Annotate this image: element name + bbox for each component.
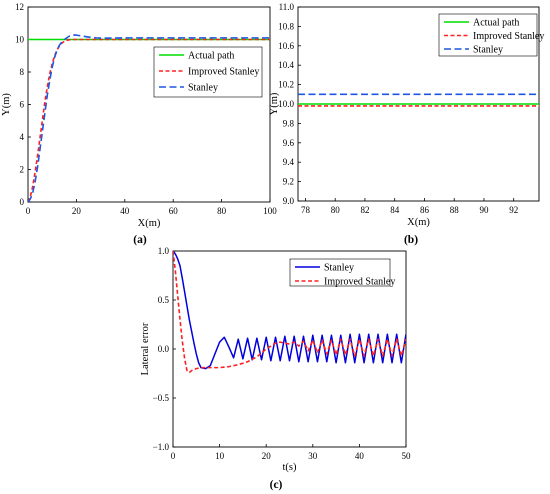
panel-label: (a) — [133, 234, 147, 246]
y-tick-label: 10.6 — [278, 41, 294, 51]
x-tick-label: 90 — [479, 205, 489, 215]
x-tick-label: 40 — [120, 206, 130, 216]
legend-label: Stanley — [324, 263, 354, 274]
legend-label: Improved Stanley — [188, 67, 259, 78]
x-tick-label: 10 — [215, 451, 225, 461]
plot-frame — [27, 6, 271, 203]
legend-label: Stanley — [473, 45, 503, 56]
y-tick-label: 0.0 — [158, 344, 170, 354]
x-axis-label: X(m) — [407, 217, 430, 228]
x-tick-label: 40 — [355, 451, 365, 461]
legend-label: Actual path — [188, 51, 234, 62]
x-tick-label: 80 — [331, 205, 341, 215]
y-tick-label: 10.0 — [278, 99, 294, 109]
x-tick-label: 84 — [390, 205, 400, 215]
chart-panel-3: 0 10 20 30 40 50 −1.0 −0.5 0.0 0.5 1.0 t(s) Lateral … — [140, 246, 411, 491]
x-tick-label: 0 — [26, 206, 31, 216]
x-tick-label: 20 — [262, 451, 272, 461]
x-tick-label: 92 — [509, 205, 518, 215]
legend: Actual path Improved Stanley Stanley — [153, 46, 263, 98]
x-tick-label: 60 — [169, 206, 179, 216]
x-tick-label: 80 — [217, 206, 227, 216]
legend-label: Improved Stanley — [473, 31, 544, 42]
series-line-improved-stanley — [173, 251, 406, 374]
series-line-stanley — [28, 34, 270, 202]
y-tick-label: 0.5 — [158, 295, 170, 305]
y-tick-label: 9.6 — [283, 138, 295, 148]
y-tick-label: 10.4 — [278, 60, 294, 70]
chart-panel-2: 78 80 82 84 86 88 90 92 9.0 9.2 9.4 9.6 9.8 10.0 10.2 1… — [269, 2, 544, 246]
x-axis-label: t(s) — [283, 462, 298, 473]
x-tick-label: 82 — [360, 205, 369, 215]
legend-box — [289, 258, 391, 287]
y-tick-label: 10 — [15, 35, 25, 45]
legend-label: Improved Stanley — [324, 277, 395, 288]
y-tick-label: 8 — [20, 67, 25, 77]
y-tick-label: 9.8 — [283, 118, 295, 128]
y-tick-label: 9.4 — [283, 157, 295, 167]
y-tick-label: 10.2 — [278, 80, 294, 90]
legend-label: Actual path — [473, 18, 519, 29]
panel-label: (b) — [404, 234, 418, 246]
chart-panel-1: 0 20 40 60 80 100 0 2 4 6 8 10 12 X(m) Y(m) Actual path… — [1, 2, 277, 246]
x-tick-label: 78 — [301, 205, 311, 215]
x-axis-label: X(m) — [138, 218, 161, 229]
y-tick-label: 4 — [20, 132, 25, 142]
panel-label: (c) — [270, 479, 283, 491]
y-axis-label: Lateral error — [140, 322, 151, 375]
y-tick-label: −1.0 — [153, 442, 170, 452]
y-tick-label: 0 — [20, 197, 25, 207]
x-tick-label: 20 — [72, 206, 82, 216]
y-tick-label: 9.2 — [283, 177, 294, 187]
x-tick-label: 100 — [263, 206, 277, 216]
y-axis-label: Y(m) — [269, 92, 280, 115]
y-tick-label: 10.8 — [278, 21, 294, 31]
y-tick-label: −0.5 — [153, 393, 170, 403]
y-tick-label: 2 — [20, 165, 25, 175]
y-tick-label: 9.0 — [283, 196, 295, 206]
y-tick-label: 11.0 — [279, 2, 295, 12]
y-tick-label: 6 — [20, 100, 25, 110]
x-tick-label: 30 — [308, 451, 318, 461]
x-tick-label: 88 — [450, 205, 460, 215]
legend-label: Stanley — [188, 83, 218, 94]
y-axis-label: Y(m) — [1, 93, 12, 116]
x-tick-label: 0 — [171, 451, 176, 461]
x-tick-label: 86 — [420, 205, 430, 215]
legend: Actual path Improved Stanley Stanley — [438, 13, 544, 57]
series-line-stanley — [173, 251, 406, 370]
y-tick-label: 12 — [15, 2, 24, 12]
x-tick-label: 50 — [402, 451, 412, 461]
y-tick-label: 1.0 — [158, 246, 170, 256]
legend: Stanley Improved Stanley — [289, 258, 395, 288]
